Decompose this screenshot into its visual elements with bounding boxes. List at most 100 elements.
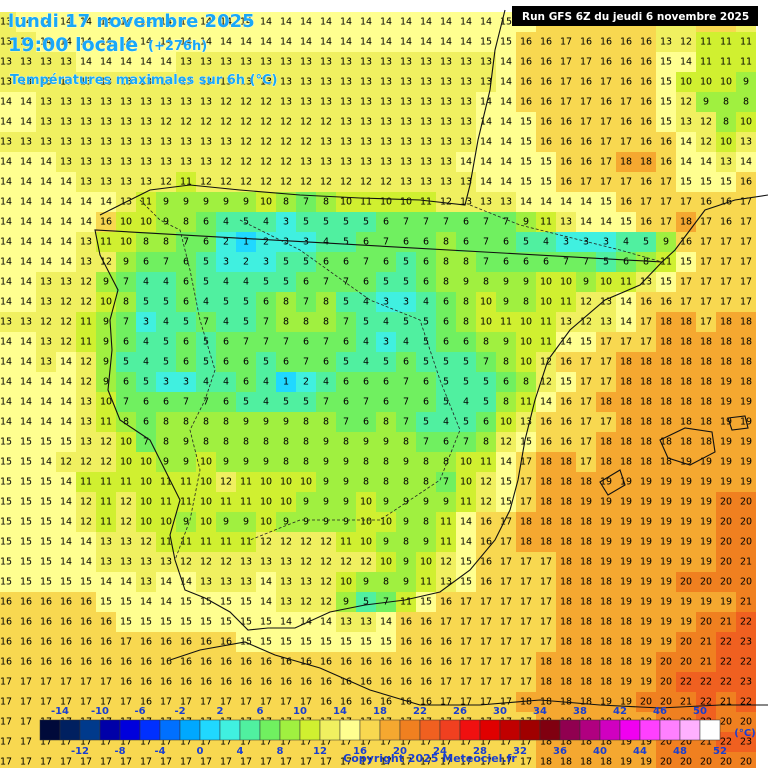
temperature-value: 10 bbox=[260, 477, 272, 488]
temperature-cell bbox=[476, 52, 496, 72]
temperature-value: 14 bbox=[500, 177, 512, 188]
temperature-value: 19 bbox=[660, 617, 672, 628]
temperature-value: 11 bbox=[720, 37, 732, 48]
temperature-value: 13 bbox=[200, 577, 212, 588]
temperature-value: 6 bbox=[543, 257, 549, 268]
temperature-value: 14 bbox=[460, 37, 472, 48]
temperature-cell bbox=[76, 112, 96, 132]
temperature-value: 15 bbox=[200, 617, 212, 628]
temperature-value: 8 bbox=[523, 297, 529, 308]
temperature-value: 20 bbox=[720, 577, 732, 588]
temperature-cell bbox=[136, 212, 156, 232]
temperature-value: 5 bbox=[183, 317, 189, 328]
temperature-value: 12 bbox=[320, 537, 332, 548]
temperature-value: 18 bbox=[620, 617, 632, 628]
temperature-cell bbox=[616, 112, 636, 132]
temperature-value: 19 bbox=[700, 537, 712, 548]
temperature-value: 8 bbox=[283, 317, 289, 328]
temperature-value: 13 bbox=[460, 137, 472, 148]
temperature-value: 18 bbox=[600, 457, 612, 468]
temperature-cell bbox=[636, 112, 656, 132]
temperature-value: 14 bbox=[500, 97, 512, 108]
temperature-value: 16 bbox=[580, 37, 592, 48]
temperature-value: 4 bbox=[223, 217, 229, 228]
temperature-value: 10 bbox=[200, 457, 212, 468]
temperature-value: 13 bbox=[140, 137, 152, 148]
colorbar-swatch bbox=[659, 719, 681, 741]
temperature-value: 19 bbox=[660, 497, 672, 508]
temperature-value: 18 bbox=[580, 757, 592, 768]
temperature-value: 19 bbox=[660, 577, 672, 588]
temperature-cell bbox=[636, 152, 656, 172]
temperature-value: 5 bbox=[343, 357, 349, 368]
temperature-value: 18 bbox=[600, 657, 612, 668]
temperature-cell bbox=[136, 132, 156, 152]
temperature-value: 10 bbox=[460, 457, 472, 468]
temperature-cell bbox=[556, 212, 576, 232]
temperature-cell bbox=[736, 152, 756, 172]
temperature-value: 12 bbox=[240, 97, 252, 108]
temperature-cell bbox=[0, 32, 16, 52]
temperature-value: 4 bbox=[223, 317, 229, 328]
temperature-cell bbox=[136, 92, 156, 112]
temperature-cell bbox=[536, 72, 556, 92]
temperature-value: 15 bbox=[340, 637, 352, 648]
temperature-value: 6 bbox=[303, 277, 309, 288]
temperature-cell bbox=[276, 212, 296, 232]
temperature-value: 6 bbox=[403, 237, 409, 248]
temperature-value: 5 bbox=[303, 397, 309, 408]
temperature-value: 17 bbox=[660, 177, 672, 188]
temperature-value: 17 bbox=[20, 717, 32, 728]
temperature-value: 11 bbox=[100, 417, 112, 428]
temperature-cell bbox=[356, 12, 376, 32]
temperature-cell bbox=[0, 92, 16, 112]
temperature-value: 12 bbox=[580, 297, 592, 308]
temperature-value: 16 bbox=[640, 117, 652, 128]
temperature-cell bbox=[176, 72, 196, 92]
temperature-value: 12 bbox=[260, 537, 272, 548]
temperature-cell bbox=[96, 12, 116, 32]
temperature-value: 5 bbox=[163, 357, 169, 368]
colorbar-label: 46 bbox=[653, 706, 667, 717]
temperature-value: 17 bbox=[540, 577, 552, 588]
temperature-value: 16 bbox=[540, 137, 552, 148]
temperature-value: 8 bbox=[283, 297, 289, 308]
temperature-cell bbox=[96, 52, 116, 72]
temperature-value: 15 bbox=[40, 517, 52, 528]
temperature-value: 5 bbox=[143, 377, 149, 388]
temperature-value: 20 bbox=[680, 757, 692, 768]
temperature-value: 18 bbox=[660, 437, 672, 448]
temperature-value: 19 bbox=[640, 557, 652, 568]
temperature-value: 17 bbox=[480, 657, 492, 668]
temperature-value: 16 bbox=[600, 57, 612, 68]
temperature-cell bbox=[336, 152, 356, 172]
temperature-cell bbox=[536, 132, 556, 152]
temperature-value: 15 bbox=[520, 157, 532, 168]
temperature-value: 12 bbox=[280, 137, 292, 148]
temperature-cell bbox=[676, 72, 696, 92]
temperature-cell bbox=[336, 92, 356, 112]
temperature-value: 15 bbox=[0, 497, 12, 508]
temperature-value: 17 bbox=[580, 437, 592, 448]
temperature-value: 15 bbox=[600, 197, 612, 208]
temperature-value: 11 bbox=[560, 297, 572, 308]
temperature-value: 17 bbox=[160, 757, 172, 768]
temperature-value: 8 bbox=[483, 277, 489, 288]
temperature-value: 7 bbox=[483, 237, 489, 248]
temperature-value: 12 bbox=[320, 177, 332, 188]
temperature-value: 14 bbox=[280, 37, 292, 48]
temperature-cell bbox=[376, 32, 396, 52]
temperature-value: 14 bbox=[80, 217, 92, 228]
temperature-value: 7 bbox=[423, 437, 429, 448]
temperature-value: 22 bbox=[740, 617, 752, 628]
temperature-cell bbox=[56, 92, 76, 112]
temperature-value: 10 bbox=[460, 477, 472, 488]
temperature-value: 8 bbox=[423, 477, 429, 488]
temperature-value: 15 bbox=[500, 497, 512, 508]
temperature-value: 11 bbox=[500, 317, 512, 328]
temperature-value: 17 bbox=[680, 197, 692, 208]
temperature-value: 16 bbox=[480, 517, 492, 528]
temperature-value: 17 bbox=[500, 537, 512, 548]
